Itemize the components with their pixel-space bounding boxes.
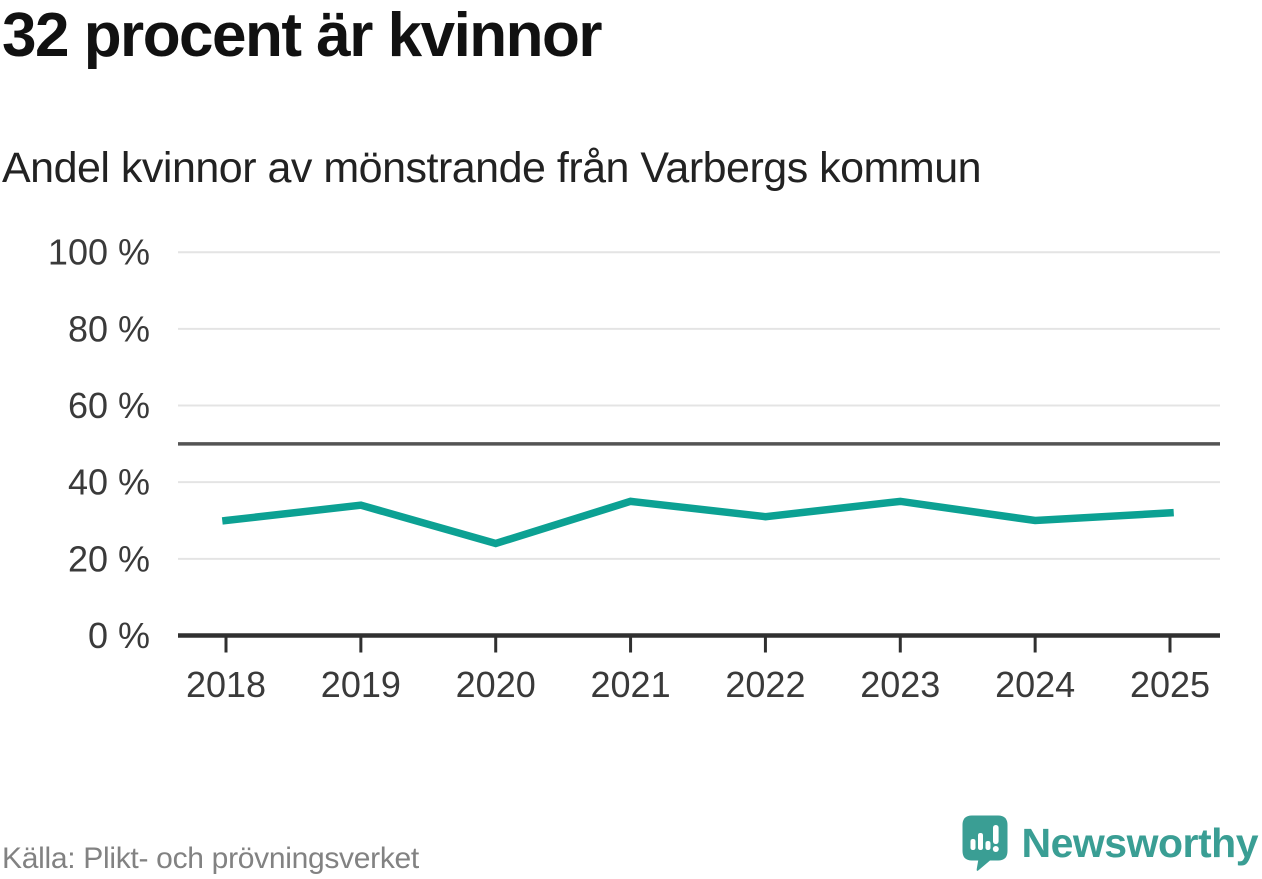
brand-wordmark: Newsworthy	[1021, 820, 1259, 866]
y-tick-label: 0 %	[88, 615, 150, 656]
line-chart-area: 0 % 20 % 40 % 60 % 80 % 100 % 2018 2019 2020 2021…	[0, 230, 1262, 730]
y-tick-label: 100 %	[48, 232, 150, 273]
line-chart: 0 % 20 % 40 % 60 % 80 % 100 % 2018 2019 2020 2021…	[48, 232, 1220, 705]
chart-subtitle: Andel kvinnor av mönstrande från Varberg…	[2, 144, 982, 192]
x-tick-label: 2023	[860, 664, 940, 705]
y-tick-label: 20 %	[68, 538, 150, 579]
newsworthy-bubble-chart-icon	[962, 815, 1007, 871]
source-credit: Källa: Plikt- och prövningsverket	[2, 842, 419, 875]
x-tick-label: 2021	[591, 664, 671, 705]
y-tick-label: 60 %	[68, 385, 150, 426]
y-tick-label: 40 %	[68, 462, 150, 503]
page-title: 32 procent är kvinnor	[2, 1, 603, 70]
newsworthy-logo: Newsworthy	[961, 814, 1259, 872]
x-tick-label: 2022	[725, 664, 805, 705]
x-tick-label: 2019	[321, 664, 401, 705]
data-line-andel-kvinnor	[221, 497, 1174, 548]
x-tick-label: 2025	[1130, 664, 1210, 705]
y-tick-label: 80 %	[68, 308, 150, 349]
x-tick-label: 2018	[186, 664, 266, 705]
x-tick-label: 2024	[995, 664, 1075, 705]
x-tick-label: 2020	[456, 664, 536, 705]
